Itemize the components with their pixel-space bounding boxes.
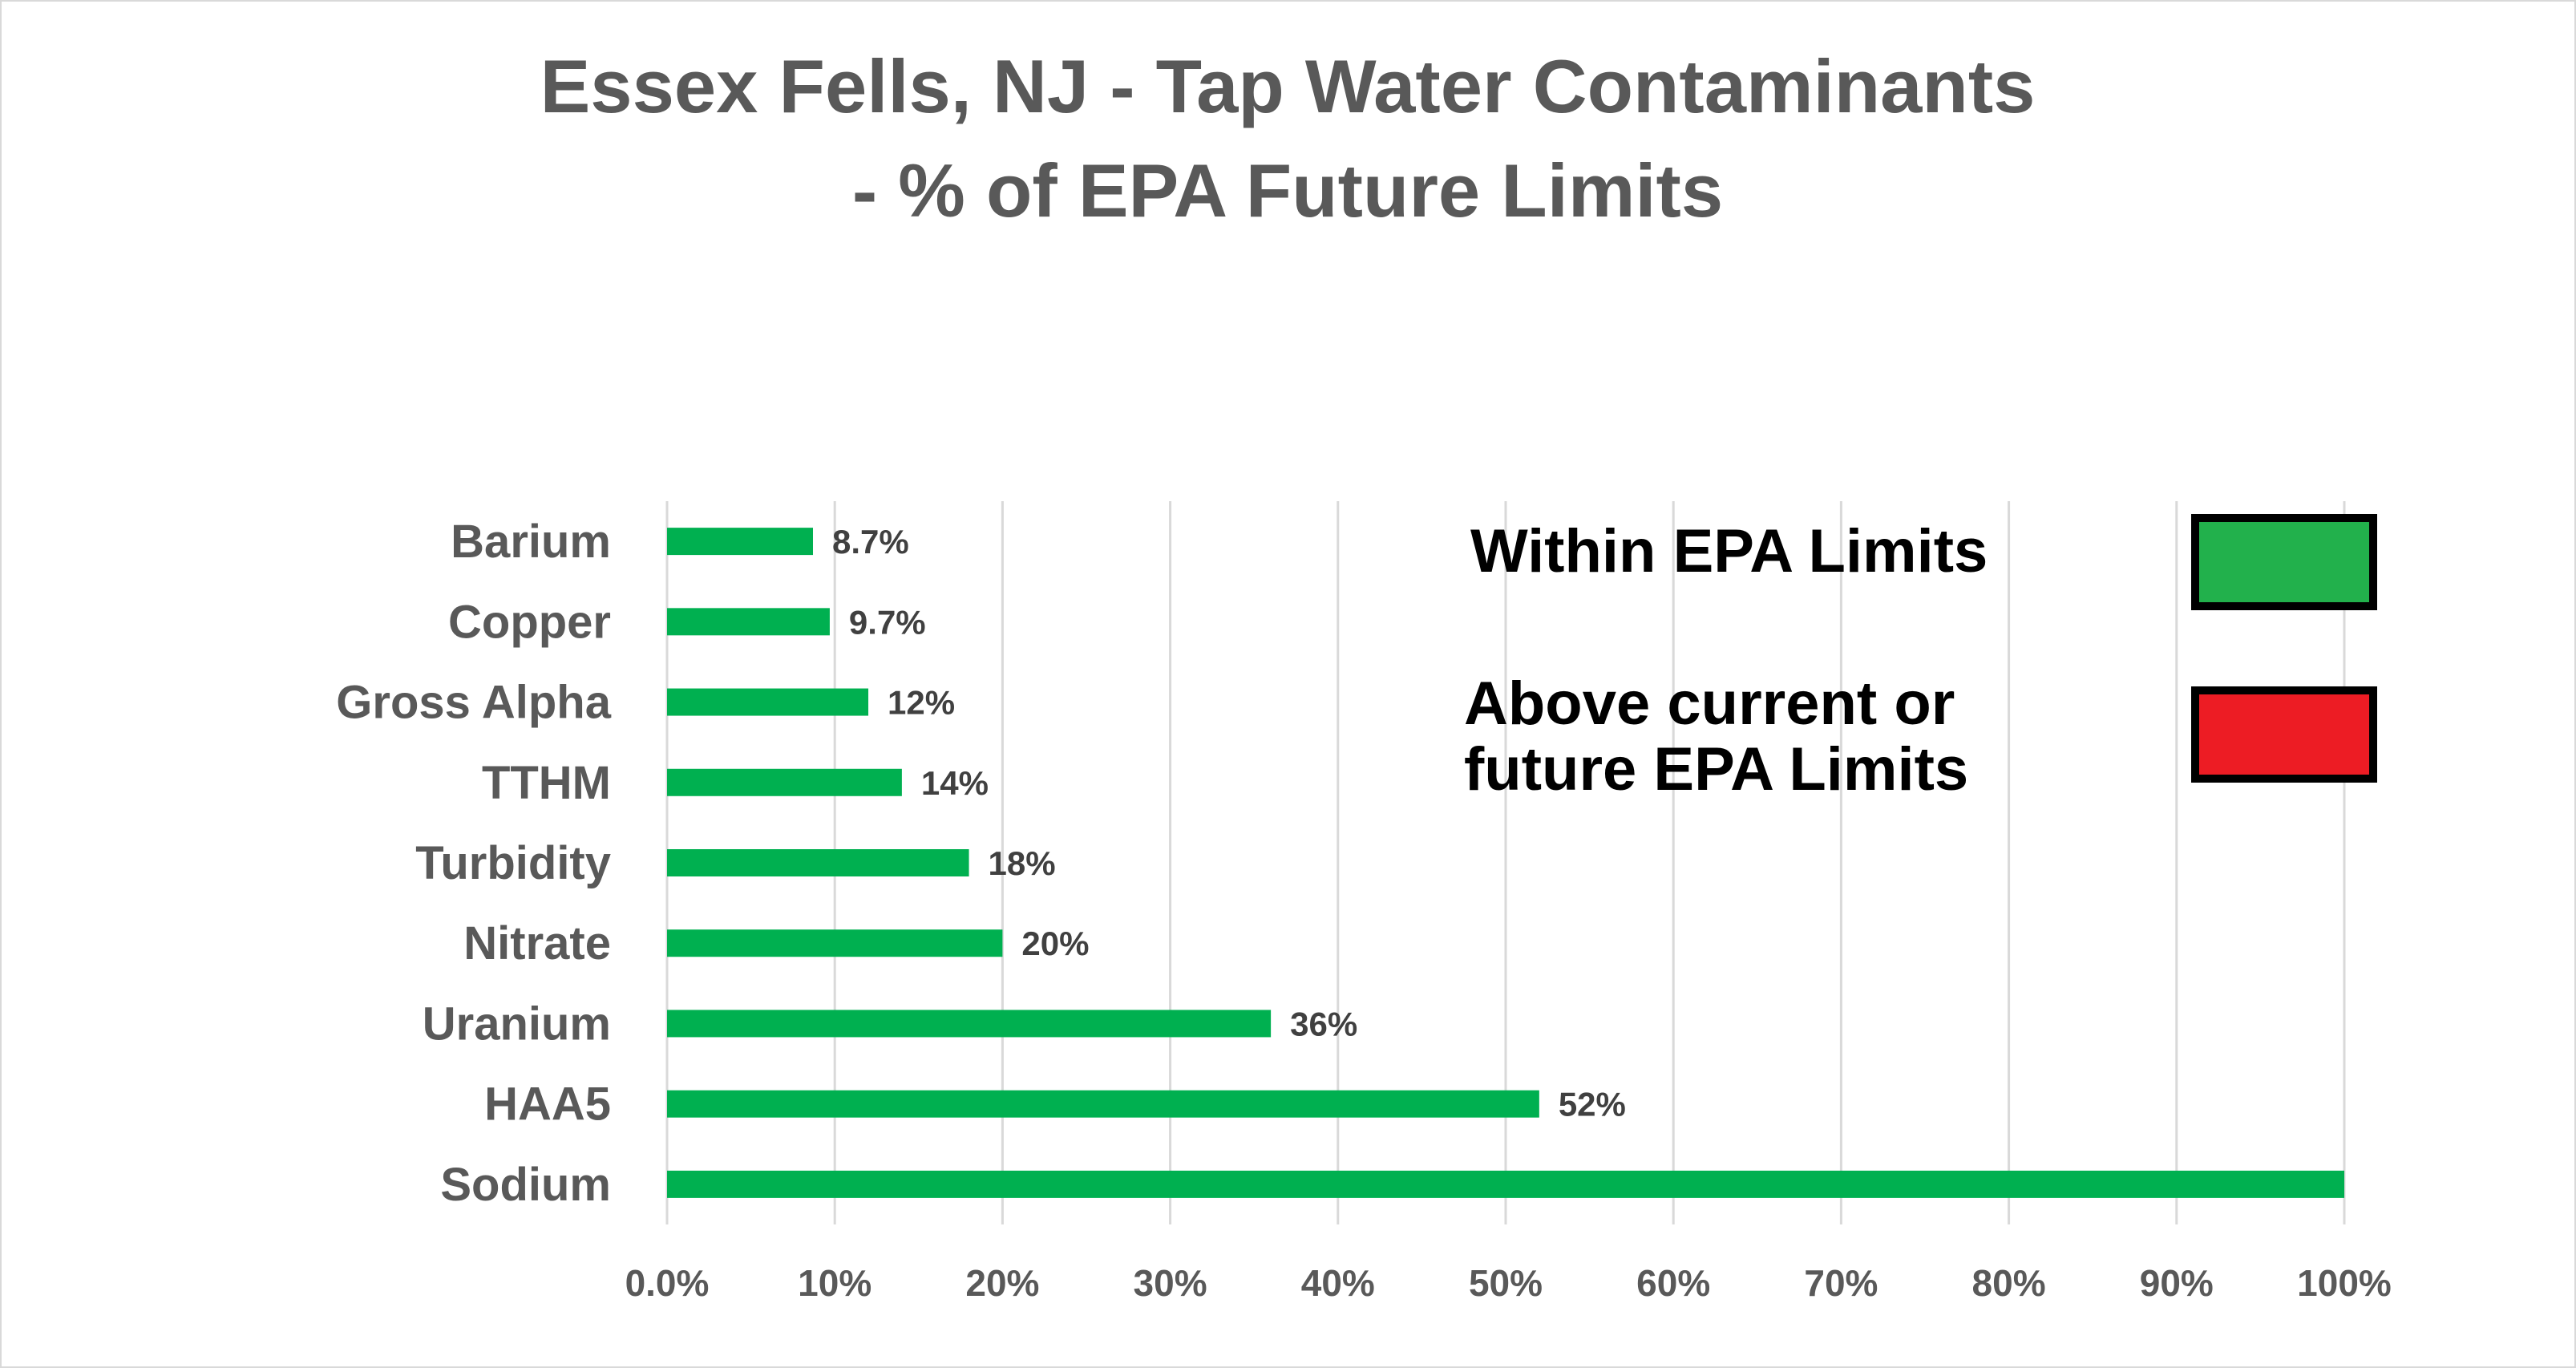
bar (667, 1090, 1539, 1118)
legend-label: future EPA Limits (1464, 735, 1968, 803)
legend-label: Above current or (1464, 670, 1955, 738)
category-label: TTHM (482, 757, 611, 809)
category-label: Barium (451, 516, 611, 568)
x-axis-ticks: 0.0% 10% 20% 30% 40% 50% 60% 70% 80% 90% 100% (625, 1262, 2392, 1304)
bar (667, 929, 1003, 957)
x-tick-label: 100% (2297, 1262, 2392, 1304)
x-tick-label: 0.0% (625, 1262, 710, 1304)
category-label: Nitrate (463, 917, 611, 969)
bar (667, 768, 902, 796)
x-tick-label: 90% (2140, 1262, 2214, 1304)
x-tick-label: 80% (1972, 1262, 2046, 1304)
data-label: 18% (989, 844, 1056, 882)
bar (667, 1170, 2344, 1198)
legend-label: Within EPA Limits (1470, 517, 1988, 585)
x-tick-label: 70% (1804, 1262, 1878, 1304)
x-tick-label: 60% (1636, 1262, 1710, 1304)
x-tick-label: 50% (1469, 1262, 1543, 1304)
category-labels: Barium Copper Gross Alpha TTHM Turbidity Nitr… (336, 516, 611, 1211)
data-label: 8.7% (832, 523, 909, 561)
category-label: HAA5 (484, 1079, 611, 1131)
bar (667, 528, 814, 556)
data-label: 14% (921, 764, 989, 802)
bars: 8.7% 9.7% 12% 14% 18% 20% 36% 52% (667, 523, 2344, 1198)
x-tick-label: 40% (1301, 1262, 1375, 1304)
data-label: 12% (888, 684, 955, 722)
data-label: 52% (1559, 1086, 1626, 1123)
bar (667, 1010, 1272, 1038)
category-label: Copper (448, 596, 611, 648)
chart-title-line-2: - % of EPA Future Limits (852, 148, 1723, 233)
chart-title-line-1: Essex Fells, NJ - Tap Water Contaminants (540, 44, 2036, 128)
category-label: Uranium (423, 998, 611, 1050)
data-label: 20% (1021, 925, 1089, 962)
category-label: Gross Alpha (336, 677, 611, 729)
category-label: Sodium (440, 1159, 611, 1211)
bar (667, 849, 969, 876)
data-label: 9.7% (849, 603, 926, 641)
bar (667, 688, 869, 716)
legend-swatch (2191, 514, 2377, 610)
data-label: 36% (1290, 1005, 1357, 1042)
category-label: Turbidity (415, 837, 611, 889)
x-tick-label: 10% (798, 1262, 871, 1304)
legend-swatch (2191, 686, 2377, 783)
legend: Within EPA Limits Above current orfuture … (1464, 514, 2377, 803)
x-tick-label: 20% (965, 1262, 1039, 1304)
x-tick-label: 30% (1134, 1262, 1207, 1304)
bar (667, 608, 830, 636)
